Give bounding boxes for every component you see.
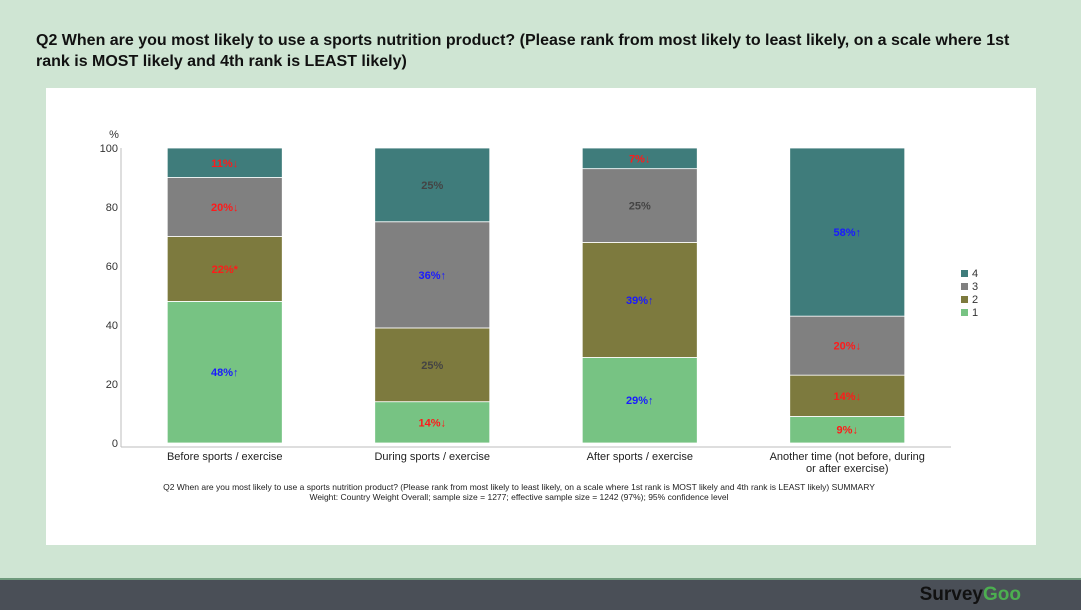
y-tick-label: 100 — [100, 143, 118, 155]
x-category-label: Another time (not before, during — [770, 451, 925, 463]
bar-segment-rank-1 — [374, 401, 491, 444]
y-tick-label: 0 — [112, 438, 118, 450]
chart-panel: % 0 20 40 60 80 100 48%↑ 22%* 20%↓ 11%↓ Before spor… — [46, 88, 1036, 545]
legend-entry: 3 — [972, 281, 978, 293]
logo-text: Survey — [919, 584, 983, 605]
data-label: 9%↓ — [837, 425, 858, 437]
legend-swatch-2 — [961, 296, 968, 303]
chart-footnote: Q2 When are you most likely to use a spo… — [163, 482, 875, 492]
y-tick-label: 60 — [106, 261, 118, 273]
x-category-label: or after exercise) — [806, 463, 889, 475]
data-label: 20%↓ — [833, 341, 861, 353]
data-label: 7%↓ — [629, 153, 650, 165]
legend-entry: 1 — [972, 307, 978, 319]
data-label: 25% — [421, 180, 443, 192]
data-label: 29%↑ — [626, 395, 654, 407]
data-label: 58%↑ — [833, 227, 861, 239]
bar-segment-rank-3 — [166, 177, 283, 237]
bar-segment-rank-3 — [789, 315, 906, 376]
bar-segment-rank-2 — [789, 374, 906, 417]
y-tick-label: 20 — [106, 379, 118, 391]
bar-segment-rank-4 — [374, 147, 491, 223]
bar-segment-rank-4 — [166, 147, 283, 178]
x-category-label: During sports / exercise — [374, 451, 490, 463]
stacked-bar-chart: % 0 20 40 60 80 100 48%↑ 22%* 20%↓ 11%↓ Before spor… — [100, 129, 978, 502]
legend-swatch-4 — [961, 270, 968, 277]
chart-footnote: Weight: Country Weight Overall; sample s… — [309, 492, 728, 502]
logo-accent: Goo — [983, 584, 1021, 605]
bar-segment-rank-4 — [581, 147, 698, 170]
x-category-label: Before sports / exercise — [167, 451, 283, 463]
legend-swatch-1 — [961, 309, 968, 316]
data-label: 14%↓ — [418, 417, 446, 429]
legend-entry: 4 — [972, 268, 978, 280]
data-label: 25% — [421, 360, 443, 372]
bar-segment-rank-4 — [789, 147, 906, 317]
x-category-label: After sports / exercise — [587, 451, 693, 463]
data-label: 36%↑ — [418, 270, 446, 282]
y-axis-label: % — [109, 129, 119, 141]
bar-segment-rank-3 — [581, 168, 698, 243]
y-tick-label: 40 — [106, 320, 118, 332]
footer-bar: SurveyGoo — [0, 578, 1081, 610]
y-tick-label: 80 — [106, 202, 118, 214]
data-label: 39%↑ — [626, 295, 654, 307]
data-label: 14%↓ — [833, 391, 861, 403]
data-label: 48%↑ — [211, 367, 239, 379]
data-label: 20%↓ — [211, 202, 239, 214]
legend-entry: 2 — [972, 294, 978, 306]
data-label: 11%↓ — [211, 158, 238, 170]
bar-segment-rank-1 — [789, 416, 906, 444]
page-title: Q2 When are you most likely to use a spo… — [36, 32, 1010, 70]
surveygoo-logo: SurveyGoo — [920, 584, 1021, 606]
bar-segment-rank-2 — [374, 327, 491, 403]
legend-swatch-3 — [961, 283, 968, 290]
bar-segment-rank-1 — [581, 357, 698, 444]
bar-segment-rank-1 — [166, 300, 283, 444]
data-label: 22%* — [212, 264, 239, 276]
data-label: 25% — [629, 201, 651, 213]
bar-segment-rank-3 — [374, 221, 491, 329]
